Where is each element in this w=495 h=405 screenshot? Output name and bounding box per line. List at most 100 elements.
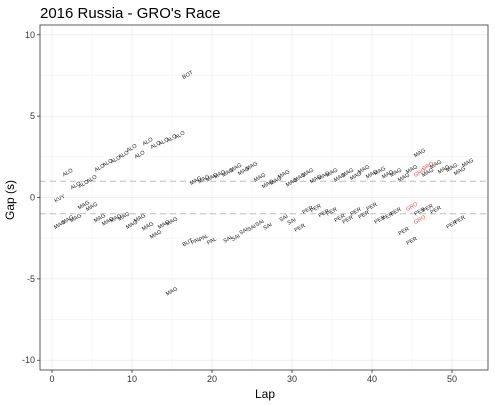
y-tick-label: 5: [30, 111, 35, 121]
driver-point-label: ALO: [102, 158, 115, 169]
driver-point-label: ALO: [126, 143, 139, 154]
gro-point-label: GRO: [421, 160, 435, 172]
driver-point-label: MAG: [445, 162, 459, 173]
x-tick-label: 50: [447, 374, 457, 384]
driver-point-label: ALO: [142, 136, 155, 147]
driver-point-label: PAL: [206, 236, 218, 246]
data-labels: KVYALOALOALOALOALOALOALOALOALOALOALOALOA…: [53, 70, 475, 298]
driver-point-label: PER: [326, 207, 339, 218]
driver-point-label: MAG: [165, 216, 179, 227]
driver-point-label: SAI: [247, 223, 258, 233]
driver-point-label: PER: [318, 208, 331, 219]
driver-point-label: MAG: [229, 162, 243, 173]
driver-point-label: KVY: [54, 194, 67, 205]
driver-point-label: BOT: [182, 70, 195, 81]
driver-point-label: MAG: [221, 167, 235, 178]
driver-point-label: PER: [342, 215, 355, 226]
driver-point-label: MAG: [421, 167, 435, 178]
driver-point-label: PER: [382, 212, 395, 223]
driver-point-label: PER: [334, 213, 347, 224]
driver-point-label: PER: [310, 203, 323, 214]
driver-point-label: MAG: [309, 174, 323, 185]
driver-point-label: MAG: [85, 202, 99, 213]
driver-point-label: ALO: [150, 140, 163, 151]
driver-point-label: PAL: [190, 236, 202, 246]
driver-point-label: MAG: [93, 213, 107, 224]
reference-lines: [40, 180, 488, 215]
y-axis-ticks: -10 -5 0 5 10: [22, 30, 40, 365]
driver-point-label: ALO: [174, 130, 187, 141]
driver-point-label: SAI: [231, 233, 242, 243]
driver-point-label: PER: [430, 205, 443, 216]
driver-point-label: MAG: [189, 175, 203, 186]
driver-point-label: MAG: [205, 172, 219, 183]
driver-point-label: PER: [350, 207, 363, 218]
x-tick-label: 30: [287, 374, 297, 384]
driver-point-label: MAG: [213, 169, 227, 180]
driver-point-label: MAG: [413, 148, 427, 159]
driver-point-label: PER: [366, 202, 379, 213]
driver-point-label: MAG: [269, 175, 283, 186]
driver-point-label: MAG: [141, 221, 155, 232]
driver-point-label: ALO: [70, 180, 83, 191]
driver-point-label: SAI: [263, 222, 274, 232]
driver-point-label: MAG: [157, 219, 171, 230]
driver-point-label: MAG: [429, 159, 443, 170]
x-tick-label: 0: [49, 374, 54, 384]
driver-point-label: PER: [406, 236, 419, 247]
driver-point-label: MAG: [165, 286, 179, 297]
driver-point-label: MAG: [77, 200, 91, 211]
driver-point-label: PER: [398, 226, 411, 237]
driver-point-label: MAG: [381, 169, 395, 180]
driver-point-label: PER: [358, 210, 371, 221]
driver-point-label: MAG: [461, 158, 475, 169]
driver-point-label: MAG: [117, 211, 131, 222]
gro-point-label: GRO: [413, 214, 427, 226]
driver-point-label: MAG: [261, 179, 275, 190]
driver-point-label: MAG: [397, 172, 411, 183]
grid-lines: [40, 25, 488, 370]
driver-point-label: SAI: [279, 214, 290, 224]
y-axis-title: Gap (s): [3, 180, 17, 220]
driver-point-label: MAG: [237, 166, 251, 177]
driver-point-label: PER: [446, 220, 459, 231]
driver-point-label: MAG: [69, 213, 83, 224]
driver-point-label: MAG: [53, 219, 67, 230]
driver-point-label: ALO: [94, 162, 107, 173]
y-tick-label: -10: [22, 355, 35, 365]
driver-point-label: PER: [422, 203, 435, 214]
driver-point-label: ALO: [78, 179, 91, 190]
driver-point-label: SAI: [255, 218, 266, 228]
driver-point-label: MAG: [357, 164, 371, 175]
driver-point-label: MAG: [125, 219, 139, 230]
driver-point-label: PER: [414, 207, 427, 218]
gro-point-label: GRO: [405, 201, 419, 213]
y-tick-label: 10: [25, 30, 35, 40]
driver-point-label: PER: [294, 223, 307, 234]
chart-title: 2016 Russia - GRO's Race: [40, 5, 220, 22]
gro-point-label: GRO: [413, 167, 427, 179]
driver-point-label: MAG: [245, 161, 259, 172]
driver-point-label: MAG: [277, 169, 291, 180]
driver-point-label: SAI: [287, 217, 298, 227]
driver-point-label: ALO: [118, 149, 131, 160]
driver-point-label: MAG: [293, 172, 307, 183]
driver-point-label: MAG: [133, 213, 147, 224]
x-tick-label: 20: [207, 374, 217, 384]
driver-point-label: SAI: [223, 235, 234, 245]
y-tick-label: -5: [27, 274, 35, 284]
driver-point-label: MAG: [349, 171, 363, 182]
driver-point-label: MAG: [317, 171, 331, 182]
driver-point-label: ALO: [166, 133, 179, 144]
driver-point-label: MAG: [101, 216, 115, 227]
driver-point-label: MAG: [437, 164, 451, 175]
driver-point-label: ALO: [158, 136, 171, 147]
driver-point-label: MAG: [365, 169, 379, 180]
driver-point-label: MAG: [61, 215, 75, 226]
x-axis-ticks: 0 10 20 30 40 50: [49, 370, 457, 384]
driver-point-label: MAG: [197, 174, 211, 185]
driver-point-label: PER: [390, 207, 403, 218]
x-axis-title: Lap: [255, 387, 275, 401]
